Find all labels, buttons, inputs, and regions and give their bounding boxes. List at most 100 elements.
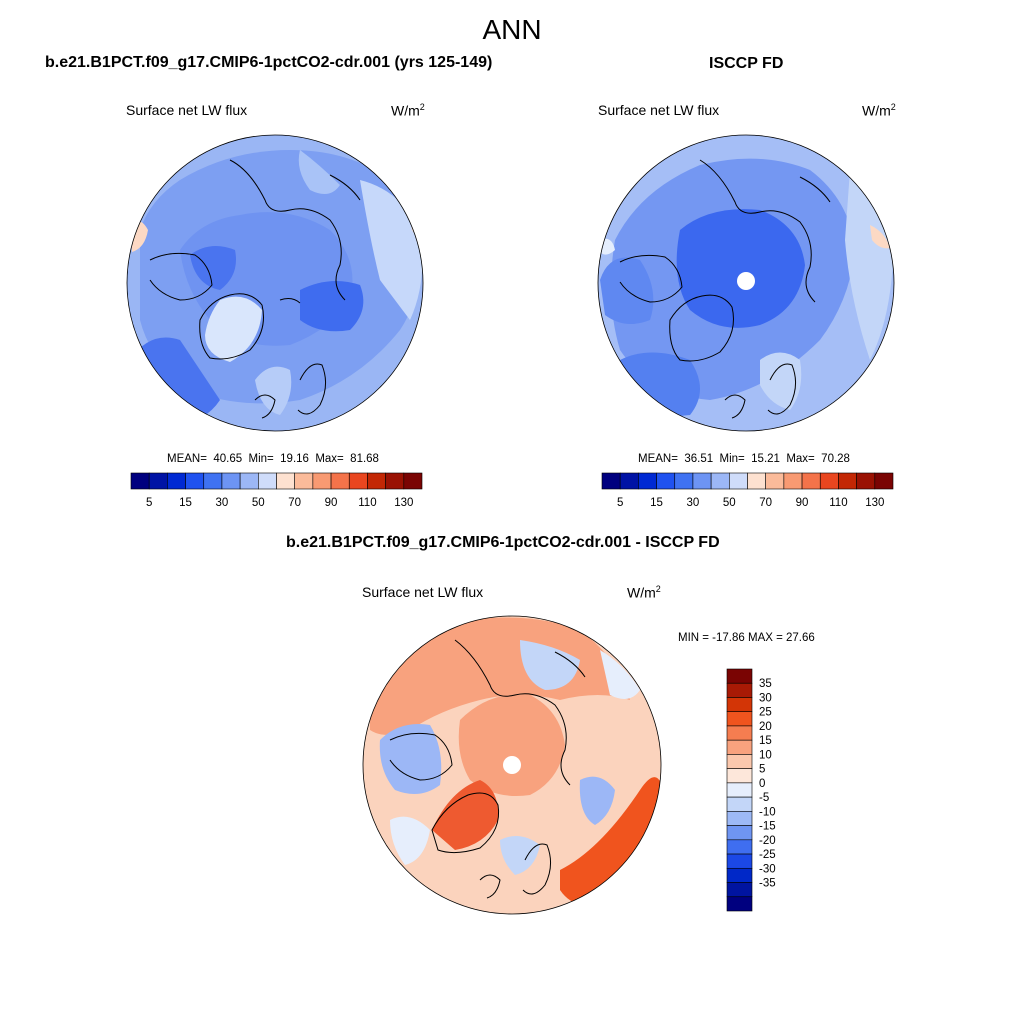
diff-colorbar-tick-label: -35 [759,878,776,890]
diff-map [362,615,662,915]
diff-pole-hole [503,756,521,774]
obs-colorbar-box [765,472,785,490]
diff-colorbar-tick-label: 10 [759,749,772,761]
obs-colorbar-box [856,472,876,490]
diff-field-hot-greenland [432,780,499,850]
diff-colorbar-box [726,825,753,841]
model-colorbar-box [385,472,405,490]
model-variable-label: Surface net LW flux [126,102,248,118]
obs-coastlines [619,159,831,419]
obs-colorbar-tick-label: 50 [723,497,736,509]
model-colorbar-box [148,472,168,490]
model-colorbar-box [294,472,314,490]
diff-field-neutral-sw [390,816,430,865]
obs-stats: MEAN= 36.51 Min= 15.21 Max= 70.28 [638,453,850,465]
diff-colorbar-box [726,896,753,912]
model-colorbar: 5 15 30 50 70 90 110 130 [130,472,423,509]
diff-colorbar-tick-label: 20 [759,721,772,733]
obs-colorbar-tick-label: 90 [796,497,809,509]
diff-field-warm-arctic [458,694,565,796]
diff-colorbar-box [726,867,753,883]
model-colorbar-box [167,472,186,490]
obs-colorbar-box [747,472,766,490]
diff-colorbar-box [726,768,753,784]
diff-variable-label: Surface net LW flux [362,584,484,600]
diff-field-warm-n [370,617,630,735]
obs-colorbar-box [638,472,657,490]
diff-units-label: W/m2 [627,584,661,601]
diff-field-cool-e [579,776,615,825]
model-colorbar-box [130,472,150,490]
model-panel-title: b.e21.B1PCT.f09_g17.CMIP6-1pctCO2-cdr.00… [45,54,493,71]
diff-coastlines [389,639,586,899]
diff-colorbar-tick-label: 0 [759,778,765,790]
diff-colorbar-box [726,711,753,727]
model-field-light-n [298,150,340,194]
diff-field-cool-n [520,640,580,690]
diff-colorbar-tick-label: 30 [759,692,772,704]
diff-colorbar-box [726,739,753,755]
model-units-label: W/m2 [391,102,425,119]
model-colorbar-tick-label: 110 [358,497,376,509]
diff-colorbar-tick-label: -15 [759,821,776,833]
model-map [126,134,424,432]
obs-colorbar-box [710,472,730,490]
diff-field-hot-se [560,777,661,905]
diff-colorbar-tick-label: -20 [759,835,776,847]
obs-colorbar-tick-label: 15 [650,497,663,509]
model-colorbar-tick-label: 15 [179,497,192,509]
obs-colorbar-box [874,472,894,490]
obs-colorbar-box [801,472,821,490]
obs-map [597,134,895,432]
diff-map-border [362,615,662,915]
diff-colorbar-box [726,697,753,713]
diff-field-cool-w [379,724,442,794]
model-colorbar-tick-label: 90 [325,497,338,509]
diff-colorbar-tick-label: 35 [759,678,772,690]
obs-colorbar-tick-label: 130 [865,497,884,509]
obs-colorbar-box [729,472,748,490]
model-colorbar-box [185,472,205,490]
diff-colorbar-box [726,853,753,869]
diff-colorbar-box [726,796,753,812]
obs-colorbar-tick-label: 110 [829,497,847,509]
model-colorbar-box [203,472,223,490]
diff-colorbar-tick-label: -5 [759,792,769,804]
diff-colorbar-tick-label: -30 [759,863,776,875]
diff-colorbar-box [726,882,753,898]
diff-colorbar-tick-label: -10 [759,806,776,818]
obs-colorbar-box [819,472,839,490]
obs-field-dark-w [600,257,654,324]
obs-panel-title: ISCCP FD [709,55,784,72]
obs-colorbar-tick-label: 30 [687,497,700,509]
diff-colorbar-tick-label: 25 [759,707,772,719]
model-colorbar-box [239,472,259,490]
obs-colorbar-box [601,472,621,490]
diff-colorbar-tick-label: 5 [759,764,765,776]
obs-field-warm-e [870,225,890,249]
diff-colorbar-box [726,754,753,769]
obs-variable-label: Surface net LW flux [598,102,720,118]
model-field-light-s [255,366,292,415]
obs-field-dark-sw [620,352,700,416]
diff-colorbar-box [726,682,753,698]
model-colorbar-box [403,472,423,490]
diff-colorbar-box [726,725,753,741]
model-field-dark-e [300,281,364,332]
diff-field-cool-s [500,836,540,875]
diff-panel-title: b.e21.B1PCT.f09_g17.CMIP6-1pctCO2-cdr.00… [286,534,720,551]
diff-colorbar-box [726,839,753,855]
model-colorbar-box [367,472,386,490]
diff-colorbar: 35 30 25 20 15 10 5 0 -5 -10 -15 -20 -25 -30 -35 [726,668,776,912]
obs-map-border [597,134,895,432]
model-colorbar-tick-label: 130 [394,497,413,509]
model-stats: MEAN= 40.65 Min= 19.16 Max= 81.68 [167,453,379,465]
model-colorbar-tick-label: 50 [252,497,265,509]
obs-colorbar-box [692,472,712,490]
model-colorbar-tick-label: 70 [288,497,301,509]
diff-colorbar-tick-label: -25 [759,849,776,861]
model-colorbar-tick-label: 5 [146,497,152,509]
season-title: ANN [482,14,542,45]
obs-colorbar-box [619,472,639,490]
diff-colorbar-box [726,811,753,826]
